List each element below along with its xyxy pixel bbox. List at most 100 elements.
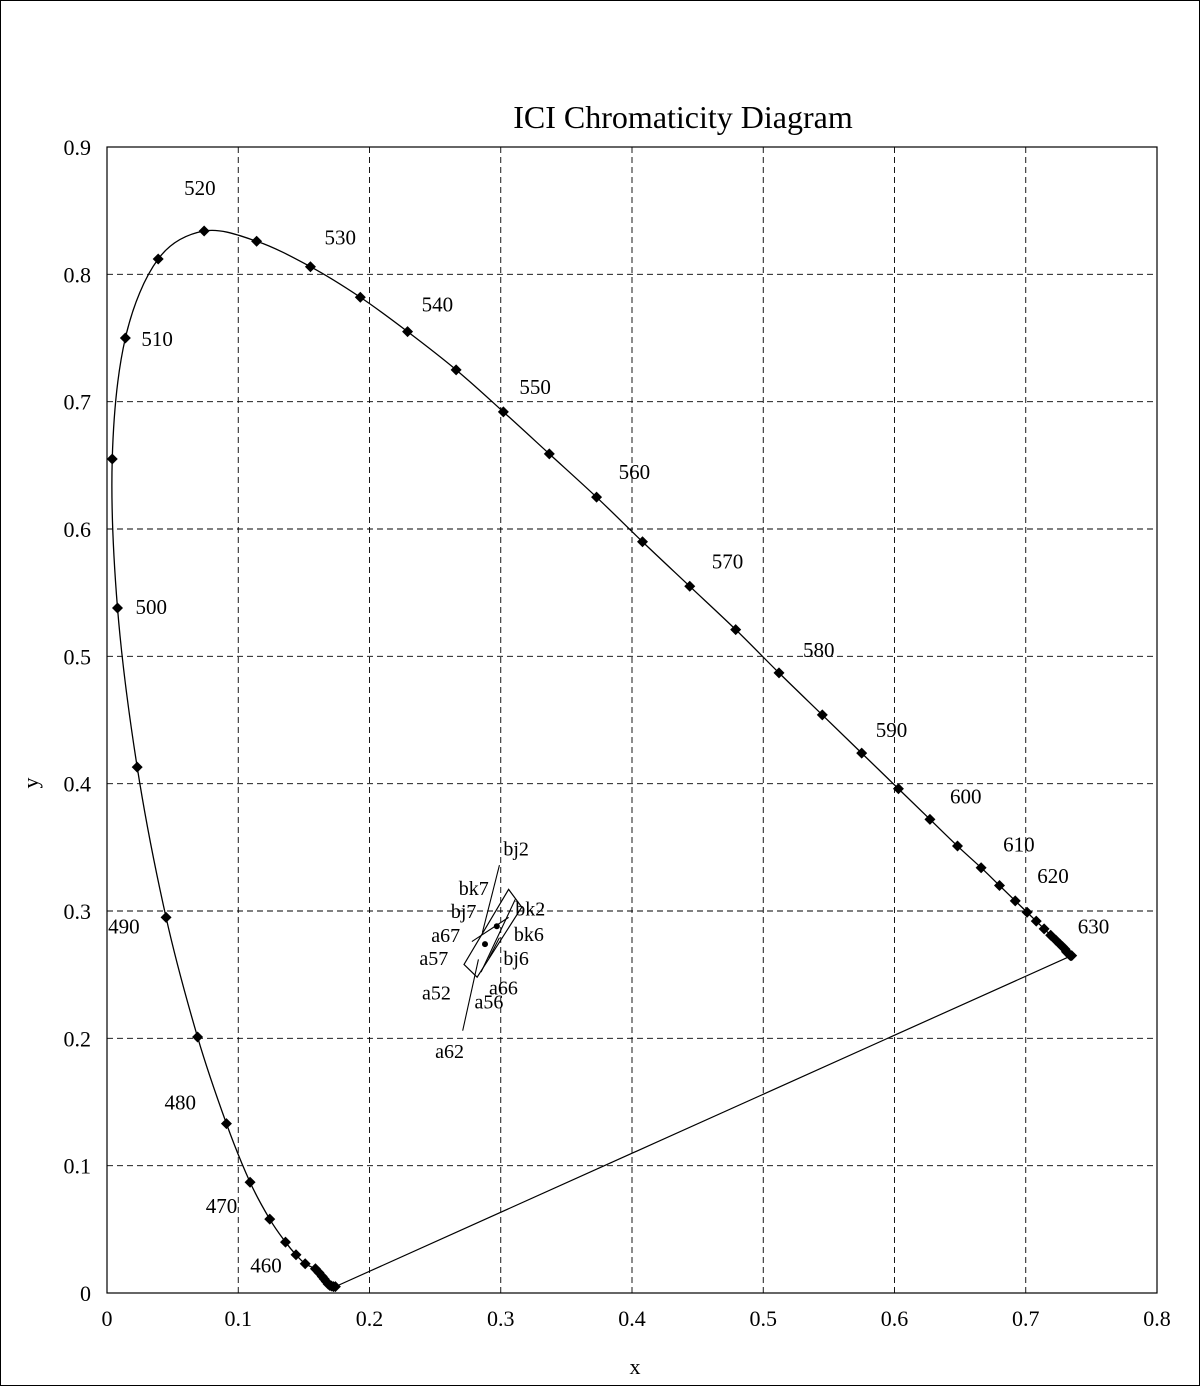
wavelength-label: 610 [1003, 833, 1035, 857]
locus-marker [773, 667, 785, 679]
chart-title: ICI Chromaticity Diagram [513, 99, 853, 135]
locus-marker [975, 862, 987, 874]
locus-marker [994, 880, 1005, 892]
wavelength-label: 500 [136, 595, 168, 619]
wavelength-label: 620 [1037, 864, 1069, 888]
wavelength-label: 470 [206, 1194, 238, 1218]
y-axis-label: y [18, 778, 43, 789]
gridlines [107, 147, 1157, 1293]
wavelength-label: 570 [712, 549, 744, 573]
locus-marker [220, 1118, 232, 1130]
y-tick-label: 0.6 [64, 517, 92, 542]
wavelength-label: 550 [519, 375, 551, 399]
locus-marker [816, 709, 828, 721]
locus-marker [1021, 906, 1033, 918]
locus-marker [198, 225, 210, 237]
wavelength-label: 520 [184, 176, 216, 200]
locus-marker [1066, 950, 1078, 962]
wavelength-label: 510 [141, 327, 173, 351]
leader-line [481, 865, 500, 933]
quadrilateral-divider [471, 916, 509, 943]
wavelength-label: 530 [324, 226, 356, 250]
locus-marker [1038, 923, 1050, 935]
x-axis-label: x [630, 1354, 641, 1379]
locus-marker [244, 1176, 256, 1188]
wavelength-label: 490 [108, 914, 140, 938]
locus-marker [1009, 895, 1021, 907]
locus-marker [892, 783, 904, 795]
locus-marker [280, 1236, 291, 1248]
x-tick-label: 0.1 [225, 1306, 253, 1331]
y-tick-label: 0.1 [64, 1154, 92, 1179]
locus-marker [952, 840, 963, 852]
locus-marker [309, 1263, 321, 1275]
locus-marker [119, 332, 131, 344]
point-label: a52 [422, 982, 451, 1004]
x-tick-label: 0.5 [750, 1306, 778, 1331]
wavelength-label: 580 [803, 638, 835, 662]
centre-point [493, 923, 500, 930]
point-label: bk7 [459, 878, 489, 900]
x-tick-label: 0 [102, 1306, 113, 1331]
locus-marker [497, 406, 509, 418]
locus-marker [152, 253, 164, 265]
locus-marker [160, 911, 172, 923]
point-label: a56 [475, 991, 504, 1013]
y-tick-label: 0.7 [64, 390, 92, 415]
locus-marker [106, 453, 118, 465]
quadrilateral-divider [488, 937, 500, 959]
x-tick-label: 0.7 [1012, 1306, 1040, 1331]
tick-labels: 0 0.1 0.2 0.3 0.4 0.5 0.6 0.7 0.8 0 0.1 0.2 0.3 0.4 0.… [64, 135, 1171, 1331]
locus-marker [304, 261, 316, 273]
wavelength-label: 560 [619, 460, 651, 484]
locus-marker [251, 235, 263, 247]
locus-marker [1030, 915, 1042, 927]
point-label: bj2 [503, 839, 529, 861]
wavelength-label: 460 [250, 1253, 282, 1277]
wavelength-label: 630 [1078, 915, 1110, 939]
point-label: a62 [435, 1041, 464, 1063]
quadrilateral-divider [480, 899, 516, 973]
locus-marker [543, 448, 555, 460]
point-label: bk6 [514, 924, 544, 946]
wavelength-label: 600 [950, 784, 982, 808]
locus-marker [131, 761, 143, 773]
point-label: a67 [431, 925, 460, 947]
wavelength-label: 590 [876, 718, 908, 742]
y-tick-label: 0.9 [64, 135, 92, 160]
locus-marker [924, 813, 936, 825]
locus-marker [730, 624, 742, 636]
locus-marker [264, 1213, 276, 1225]
data-layer [106, 225, 1078, 1293]
point-label: a66 [489, 977, 518, 999]
point-label: bj7 [451, 901, 477, 923]
label-layer: 460 470 480 490 500 510 520 530 540 550 560 570 580 5… [108, 176, 1109, 1277]
x-tick-label: 0.3 [487, 1306, 515, 1331]
purple-line [335, 955, 1072, 1288]
tolerance-quadrilateral [463, 888, 523, 979]
y-tick-label: 0.8 [64, 262, 92, 287]
point-label: bk2 [515, 898, 545, 920]
y-tick-label: 0.2 [64, 1026, 92, 1051]
y-tick-label: 0.3 [64, 899, 92, 924]
locus-marker [684, 580, 696, 592]
locus-marker [299, 1258, 311, 1270]
y-tick-label: 0.4 [64, 772, 92, 797]
locus-marker [637, 536, 648, 548]
x-tick-label: 0.2 [356, 1306, 384, 1331]
locus-marker [450, 364, 462, 376]
locus-marker [856, 747, 868, 759]
locus-marker [192, 1031, 204, 1043]
locus-marker [290, 1249, 302, 1261]
locus-marker [591, 491, 603, 503]
locus-marker [112, 602, 123, 614]
x-tick-label: 0.4 [618, 1306, 646, 1331]
leader-line [462, 959, 479, 1031]
plot-area [106, 146, 1158, 1294]
locus-marker [354, 291, 366, 303]
x-tick-label: 0.6 [881, 1306, 909, 1331]
wavelength-label: 540 [422, 293, 454, 317]
